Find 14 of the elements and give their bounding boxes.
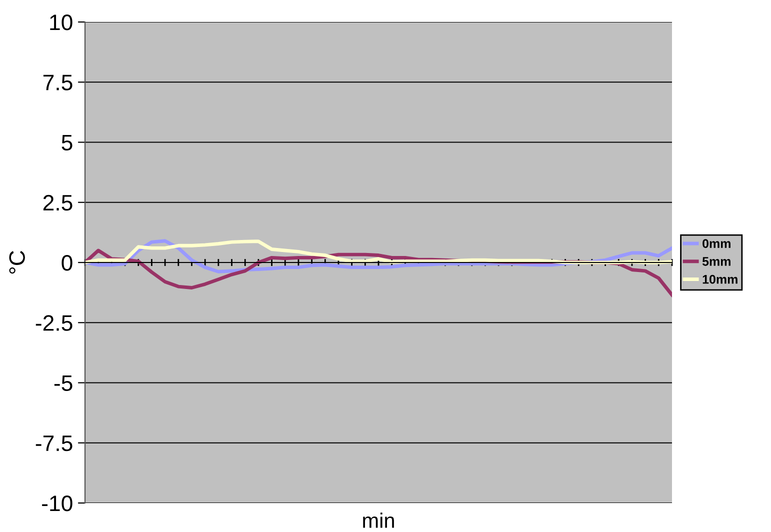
y-tick-label: -2.5 (36, 315, 72, 331)
y-axis-title: °C (9, 250, 25, 274)
legend-label: 5mm (702, 257, 730, 266)
legend-label: 0mm (702, 239, 730, 248)
y-tick-label: 7.5 (43, 74, 72, 90)
x-axis-title: min (363, 512, 394, 528)
y-tick-label: -10 (42, 496, 72, 512)
y-tick-label: 2.5 (43, 194, 72, 211)
y-tick-label: 0 (62, 255, 72, 271)
y-tick-label: -5 (54, 376, 72, 392)
y-tick-label: 10 (50, 14, 72, 30)
y-tick-label: -7.5 (36, 436, 72, 452)
y-tick-label: 5 (62, 135, 72, 151)
legend-label: 10mm (702, 274, 738, 284)
